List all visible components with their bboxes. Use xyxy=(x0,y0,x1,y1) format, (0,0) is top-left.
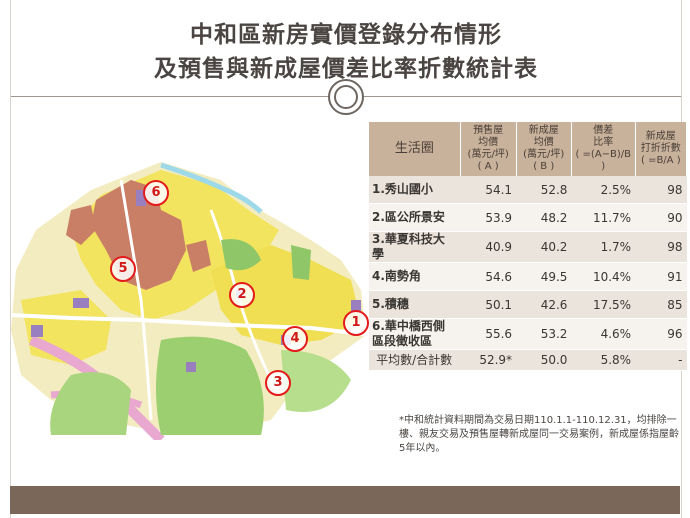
table-row: 5.積穗 50.1 42.6 17.5% 85 xyxy=(369,290,687,319)
slide: 中和區新房實價登錄分布情形 及預售與新成屋價差比率折數統計表 xyxy=(10,0,688,518)
bottom-bar xyxy=(10,486,680,514)
table-row: 2.區公所景安 53.9 48.2 11.7% 90 xyxy=(369,203,687,232)
map-marker-2: 2 xyxy=(229,282,255,308)
header-diff: 價差 比率 ( =(A−B)/B ) xyxy=(571,122,636,176)
table-row: 1.秀山國小 54.1 52.8 2.5% 98 xyxy=(369,176,687,204)
map-marker-4: 4 xyxy=(282,326,308,352)
table-row: 4.南勢角 54.6 49.5 10.4% 91 xyxy=(369,262,687,291)
zoning-map: 6 5 2 1 4 3 xyxy=(10,150,381,444)
title-line-2: 及預售與新成屋價差比率折數統計表 xyxy=(154,56,538,82)
map-marker-1: 1 xyxy=(343,310,369,336)
zoning-map-graphic xyxy=(10,162,372,444)
table-header-row: 生活圈 預售屋 均價 (萬元/坪) ( A ) 新成屋 均價 (萬元/坪) ( … xyxy=(369,122,688,176)
title-line-1: 中和區新房實價登錄分布情形 xyxy=(190,22,502,48)
header-presale: 預售屋 均價 (萬元/坪) ( A ) xyxy=(460,122,517,176)
map-marker-5: 5 xyxy=(110,256,136,282)
header-discount: 新成屋 打折折數 ( =B/A ) xyxy=(635,122,688,176)
map-marker-6: 6 xyxy=(143,180,169,206)
price-stats-table: 生活圈 預售屋 均價 (萬元/坪) ( A ) 新成屋 均價 (萬元/坪) ( … xyxy=(369,122,688,371)
table-row: 3.華夏科技大學 40.9 40.2 1.7% 98 xyxy=(369,231,687,263)
map-marker-3: 3 xyxy=(265,370,291,396)
slide-title: 中和區新房實價登錄分布情形 及預售與新成屋價差比率折數統計表 xyxy=(11,18,681,86)
table-total-row: 平均數/合計數 52.9* 50.0 5.8% - xyxy=(369,349,687,371)
footnote: *中和統計資料期間為交易日期110.1.1-110.12.31，均排除一樓、親友… xyxy=(399,415,679,454)
header-area: 生活圈 xyxy=(369,122,461,176)
header-new: 新成屋 均價 (萬元/坪) ( B ) xyxy=(516,122,572,176)
divider-ornament-icon xyxy=(328,79,364,115)
table-row: 6.華中橋西側區段徵收區 55.6 53.2 4.6% 96 xyxy=(369,318,687,350)
